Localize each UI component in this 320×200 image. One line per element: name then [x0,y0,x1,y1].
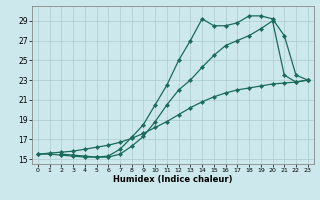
X-axis label: Humidex (Indice chaleur): Humidex (Indice chaleur) [113,175,233,184]
